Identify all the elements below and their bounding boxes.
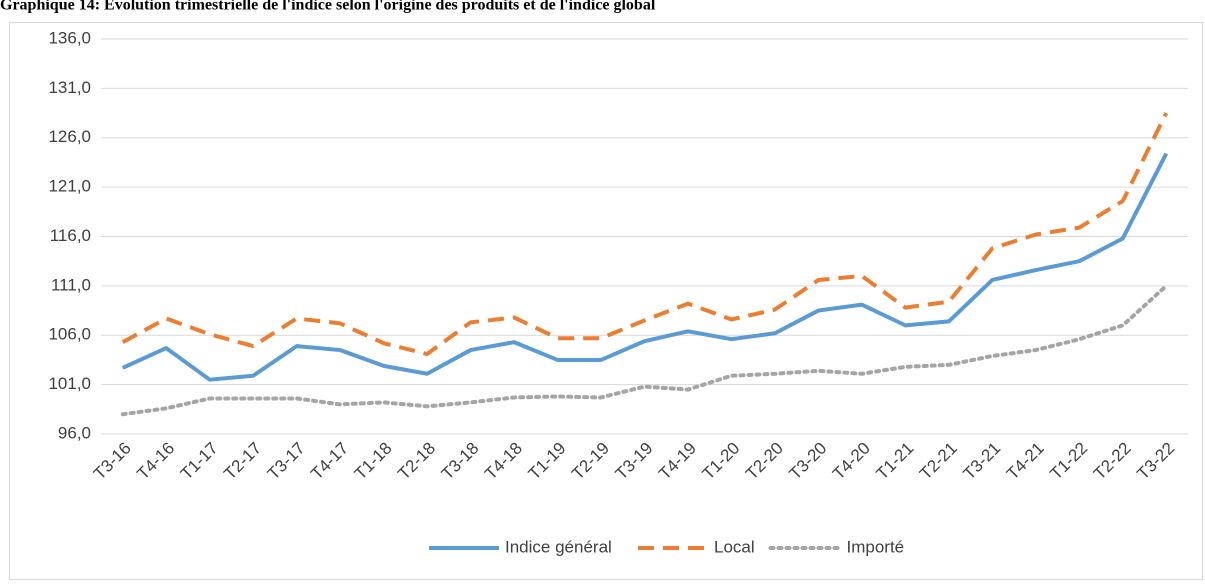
chart-title: Graphique 14: Évolution trimestrielle de…	[0, 0, 656, 14]
chart-frame	[9, 22, 1203, 580]
y-tick-label: 131,0	[48, 78, 91, 97]
series-line	[121, 112, 1169, 357]
y-tick-label: 121,0	[48, 177, 91, 196]
legend-label: Indice général	[505, 537, 612, 556]
y-tick-label: 106,0	[48, 325, 91, 344]
y-tick-label: 111,0	[51, 275, 91, 294]
legend-label: Local	[714, 537, 755, 556]
series-line	[121, 152, 1169, 382]
y-tick-label: 96,0	[58, 423, 91, 442]
legend-label: Importé	[847, 537, 905, 556]
y-tick-label: 126,0	[48, 127, 91, 146]
y-tick-label: 136,0	[48, 28, 91, 47]
y-tick-label: 116,0	[50, 226, 91, 245]
series-line	[120, 283, 1169, 417]
y-tick-label: 101,0	[48, 374, 91, 393]
